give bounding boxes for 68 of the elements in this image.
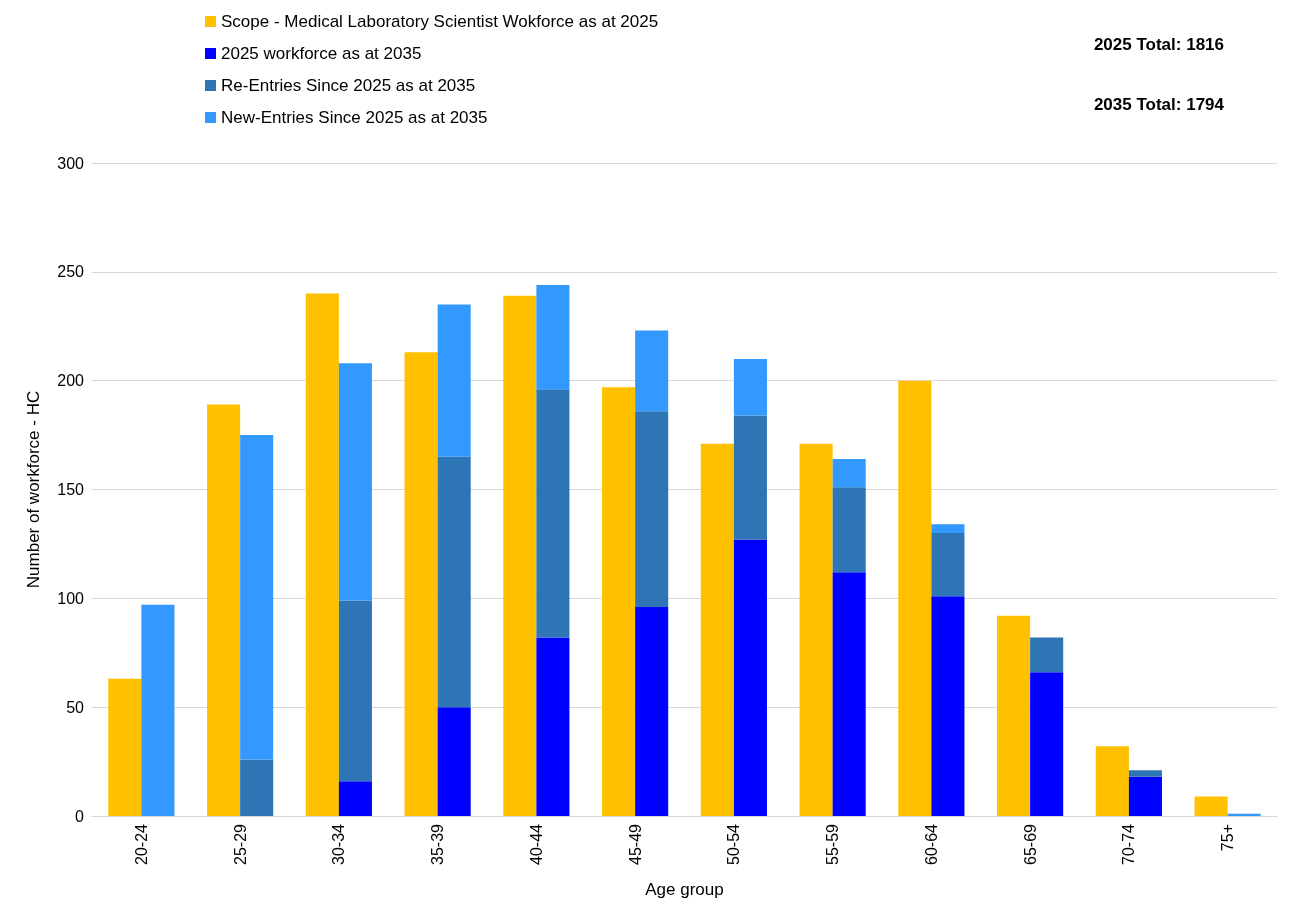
bar <box>733 358 767 416</box>
x-tick-label: 50-54 <box>725 823 743 865</box>
bar <box>536 389 570 638</box>
bar <box>305 293 339 816</box>
bar <box>240 759 274 816</box>
bar <box>832 572 866 816</box>
y-tick-label: 300 <box>57 154 85 172</box>
bar <box>1128 770 1162 777</box>
bar <box>832 459 866 488</box>
bar <box>931 524 965 534</box>
bar <box>832 487 866 573</box>
x-tick-label: 45-49 <box>626 823 644 865</box>
bar <box>1227 813 1261 816</box>
bar <box>700 443 734 816</box>
bar <box>733 539 767 816</box>
bar <box>931 533 965 597</box>
bar <box>437 456 471 708</box>
legend-label: 2025 workforce as at 2035 <box>221 44 422 63</box>
y-tick-label: 150 <box>57 481 85 498</box>
bar <box>536 284 570 390</box>
x-tick-label: 25-29 <box>231 823 249 865</box>
text: 2025 Total: 1816 <box>1093 35 1224 54</box>
bar <box>1194 796 1228 816</box>
y-axis-title: Number of workforce - HC <box>24 390 43 589</box>
bar <box>338 781 372 816</box>
bar <box>437 304 471 457</box>
y-tick-label: 200 <box>57 372 85 390</box>
y-tick-label: 50 <box>66 698 85 716</box>
bar <box>338 363 372 601</box>
x-tick-label: 20-24 <box>132 823 150 865</box>
bar <box>1030 637 1064 673</box>
bar <box>733 415 767 540</box>
bar <box>207 404 241 816</box>
x-tick-label: 40-44 <box>527 823 545 865</box>
bar <box>602 387 636 816</box>
bar <box>108 678 142 816</box>
x-tick-label: 55-59 <box>824 823 842 865</box>
bar <box>338 600 372 782</box>
y-tick-label: 100 <box>57 589 85 607</box>
y-tick-label: 250 <box>57 263 85 281</box>
bar <box>931 596 965 816</box>
x-tick-label: 60-64 <box>922 823 940 865</box>
x-tick-label: 65-69 <box>1021 823 1039 865</box>
bar <box>536 637 570 816</box>
bar <box>799 443 833 816</box>
bar <box>1095 746 1129 816</box>
x-tick-label: 70-74 <box>1120 823 1138 865</box>
bar <box>503 295 537 816</box>
bar <box>997 615 1031 816</box>
x-axis-title: Age group <box>645 880 724 899</box>
bar <box>240 435 274 760</box>
bar <box>404 352 438 816</box>
legend-label: New-Entries Since 2025 as at 2035 <box>221 108 488 127</box>
legend-label: Re-Entries Since 2025 as at 2035 <box>221 76 476 95</box>
text: 2035 Total: 1794 <box>1093 95 1225 114</box>
x-tick-label: 75+ <box>1219 824 1237 852</box>
y-tick-label: 0 <box>75 807 85 825</box>
bar <box>1128 776 1162 816</box>
x-tick-label: 35-39 <box>429 823 447 865</box>
bar <box>635 330 669 412</box>
bar <box>1030 672 1064 816</box>
bar <box>437 707 471 816</box>
x-tick-label: 30-34 <box>330 823 348 865</box>
bar <box>141 604 175 816</box>
legend-label: Scope - Medical Laboratory Scientist Wokforce as at 2025 <box>221 12 659 31</box>
bar <box>635 607 669 816</box>
bar <box>635 411 669 608</box>
bar <box>898 380 932 816</box>
